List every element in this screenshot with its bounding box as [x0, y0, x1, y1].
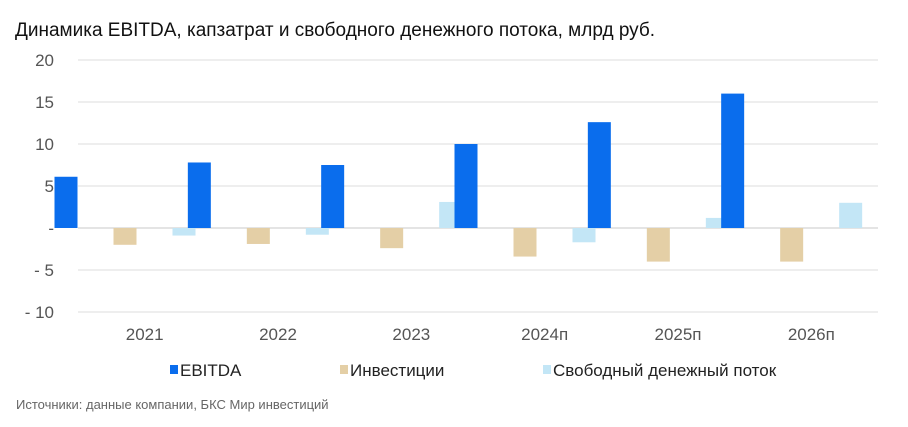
y-tick-label: 5: [45, 177, 54, 196]
source-note: Источники: данные компании, БКС Мир инве…: [16, 397, 329, 412]
bar-investments: [380, 228, 404, 249]
bar-ebitda: [721, 93, 745, 228]
legend-swatch: [170, 365, 178, 374]
legend-label: EBITDA: [180, 361, 242, 380]
y-tick-label: 15: [35, 93, 54, 112]
y-tick-label: 20: [35, 51, 54, 70]
bar-ebitda: [587, 122, 611, 228]
bar-investments: [246, 228, 270, 244]
y-tick-label: 10: [35, 135, 54, 154]
bar-fcf: [305, 228, 329, 235]
x-tick-label: 2024п: [521, 325, 568, 344]
x-tick-label: 2021: [126, 325, 164, 344]
legend-swatch: [340, 365, 348, 374]
x-tick-label: 2022: [259, 325, 297, 344]
legend-swatch: [543, 365, 551, 374]
x-tick-label: 2025п: [654, 325, 701, 344]
bar-fcf: [172, 228, 196, 236]
bar-ebitda: [321, 165, 345, 228]
legend-label: Инвестиции: [350, 361, 444, 380]
y-tick-label: -: [48, 219, 54, 238]
legend-label: Свободный денежный поток: [553, 361, 777, 380]
y-tick-label: - 5: [34, 261, 54, 280]
bar-fcf: [839, 202, 863, 228]
chart-title: Динамика EBITDA, капзатрат и свободного …: [15, 20, 656, 41]
x-tick-label: 2023: [392, 325, 430, 344]
bar-investments: [113, 228, 137, 245]
bar-fcf: [572, 228, 596, 243]
bar-investments: [646, 228, 670, 262]
y-tick-label: - 10: [25, 303, 54, 322]
bar-ebitda: [54, 176, 78, 228]
bar-fcf: [705, 217, 729, 228]
bar-ebitda: [187, 162, 211, 228]
bar-investments: [780, 228, 804, 262]
bar-investments: [513, 228, 537, 257]
bar-ebitda: [454, 144, 478, 228]
x-tick-label: 2026п: [788, 325, 835, 344]
